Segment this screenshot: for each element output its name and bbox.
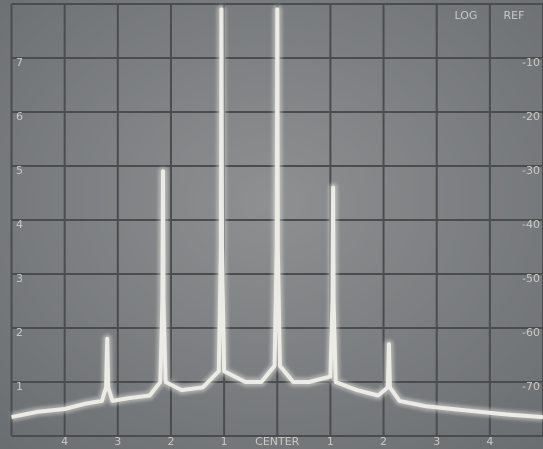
annotation: LOG [455,9,478,22]
y2-tick-label: -50 [522,272,540,285]
y-tick-label: 3 [16,272,23,285]
trace [11,7,543,420]
x-tick-label: 1 [327,435,334,448]
y2-tick-label: -30 [522,164,540,177]
y2-tick-label: -20 [522,110,540,123]
y2-tick-label: -10 [522,56,540,69]
x-tick-label: 1 [221,435,228,448]
y-tick-label: 1 [16,380,23,393]
y-tick-label: 4 [16,218,23,231]
y2-tick-label: -70 [522,380,540,393]
y-tick-label: 7 [16,56,23,69]
x-tick-label: 3 [114,435,121,448]
x-tick-label: CENTER [255,435,300,448]
x-tick-label: 4 [61,435,68,448]
y2-tick-label: -40 [522,218,540,231]
x-tick-label: 2 [167,435,174,448]
y-tick-label: 2 [16,326,23,339]
annotation: REF [504,9,525,22]
y-tick-label: 6 [16,110,23,123]
y2-tick-label: -60 [522,326,540,339]
x-tick-label: 3 [433,435,440,448]
x-tick-label: 2 [380,435,387,448]
y-tick-label: 5 [16,164,23,177]
x-tick-label: 4 [486,435,493,448]
